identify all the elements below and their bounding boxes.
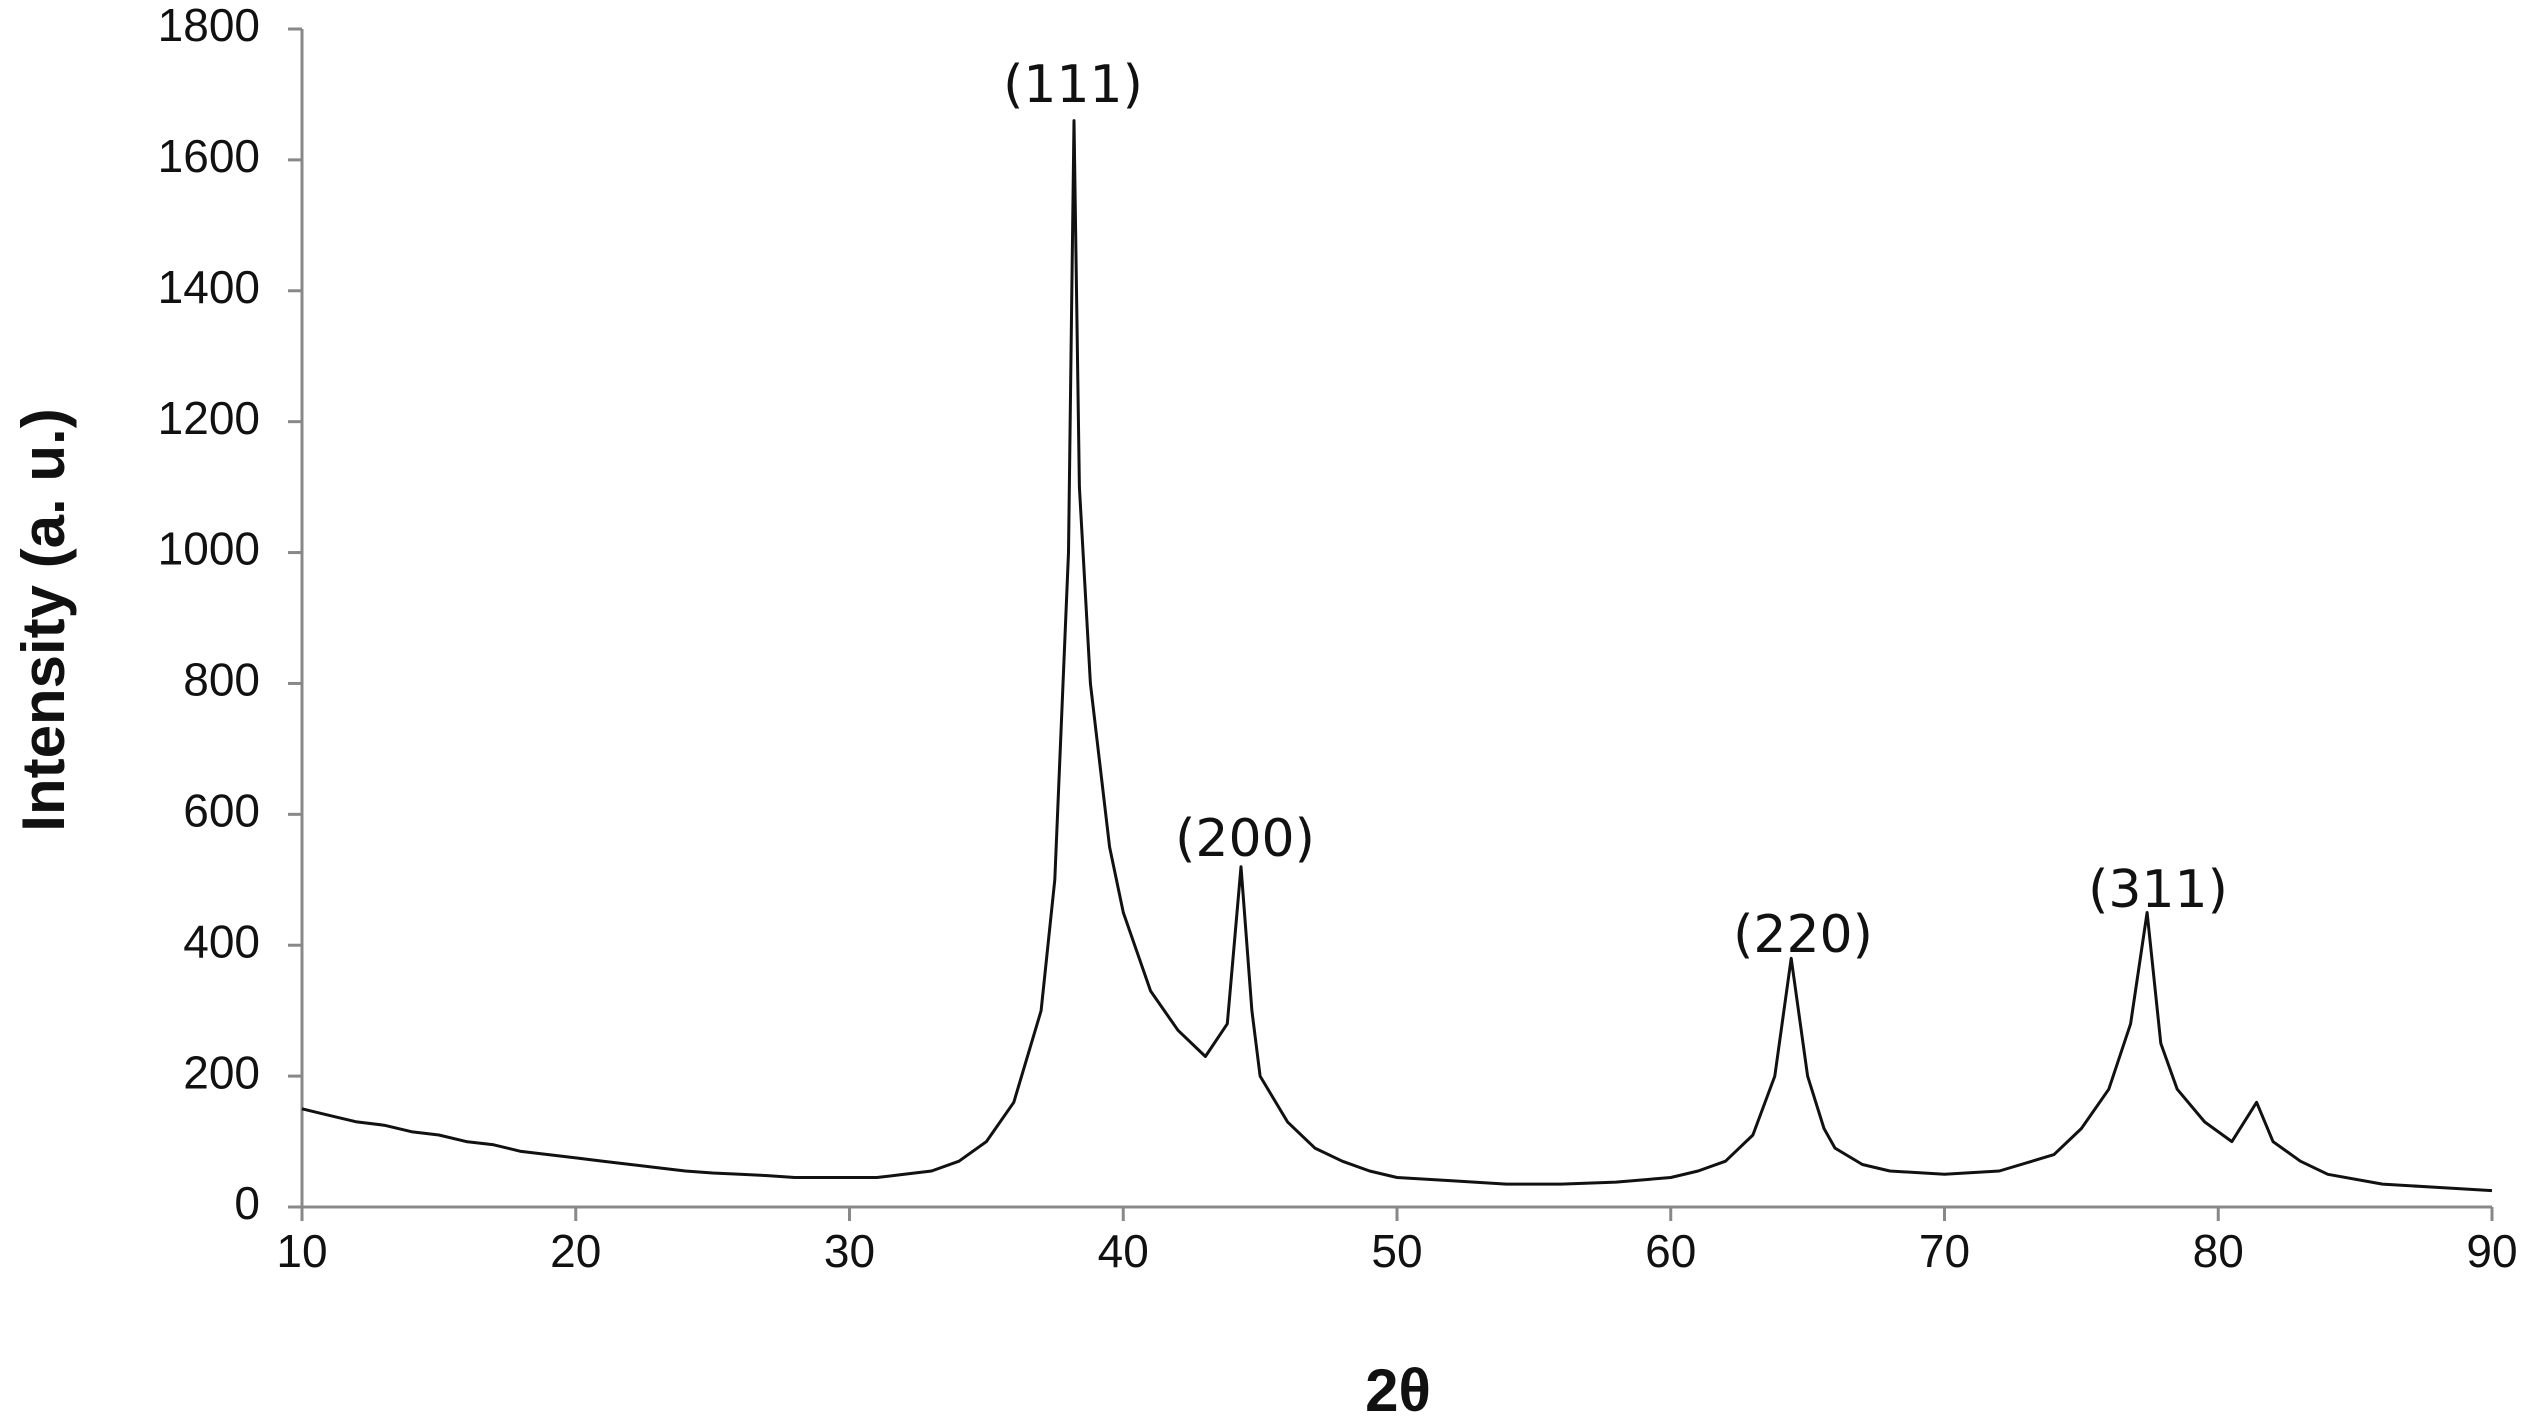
x-tick-label: 10 <box>276 1225 327 1277</box>
y-tick-label: 1400 <box>158 261 260 313</box>
y-tick-label: 400 <box>183 915 260 967</box>
x-tick-label: 90 <box>2466 1225 2517 1277</box>
peak-label: (200) <box>1175 809 1315 869</box>
y-tick-label: 1000 <box>158 523 260 575</box>
y-axis-title: Intensity (a. u.) <box>10 408 77 831</box>
x-tick-label: 50 <box>1371 1225 1422 1277</box>
y-tick-label: 1200 <box>158 392 260 444</box>
x-axis-title: 2θ <box>1365 1357 1431 1424</box>
x-tick-label: 60 <box>1645 1225 1696 1277</box>
peak-label: (311) <box>2088 860 2228 920</box>
peak-label: (220) <box>1733 905 1873 965</box>
x-tick-label: 80 <box>2193 1225 2244 1277</box>
x-tick-label: 70 <box>1919 1225 1970 1277</box>
y-tick-label: 1800 <box>158 0 260 51</box>
y-tick-label: 200 <box>183 1046 260 1098</box>
y-tick-label: 0 <box>234 1177 260 1229</box>
x-tick-label: 40 <box>1098 1225 1149 1277</box>
peak-label: (111) <box>1003 55 1143 115</box>
data-line <box>301 119 2493 1193</box>
y-tick-label: 800 <box>183 654 260 706</box>
y-tick-label: 600 <box>183 784 260 836</box>
x-tick-label: 30 <box>824 1225 875 1277</box>
x-tick-label: 20 <box>550 1225 601 1277</box>
y-tick-label: 1600 <box>158 130 260 182</box>
